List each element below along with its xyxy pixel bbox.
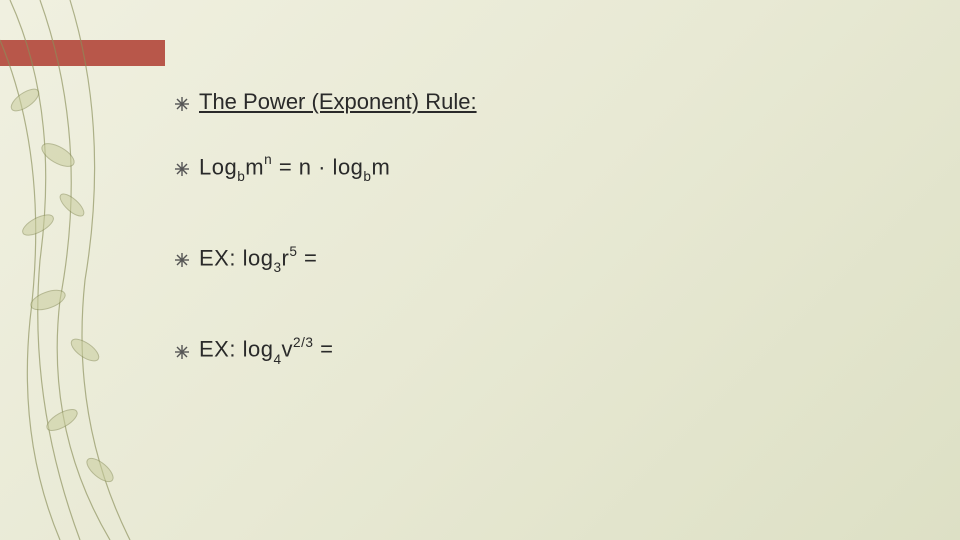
rule-m2: m: [372, 154, 391, 179]
ex1-label: EX: log: [199, 245, 273, 270]
ex1-text: EX: log3r5 =: [199, 244, 317, 275]
rule-sub-b2: b: [363, 169, 371, 184]
ex2-label: EX: log: [199, 337, 273, 362]
rule-prefix: Log: [199, 154, 237, 179]
slide-content: The Power (Exponent) Rule: Logbmn = n · …: [175, 88, 477, 403]
title-text: The Power (Exponent) Rule:: [199, 88, 477, 117]
ex1-sub: 3: [273, 260, 281, 275]
rule-line: Logbmn = n · logbm: [175, 153, 477, 184]
ex2-tail: =: [313, 337, 333, 362]
rule-m: m: [245, 154, 264, 179]
bullet-icon: [175, 345, 189, 359]
title-line: The Power (Exponent) Rule:: [175, 88, 477, 117]
ex1-tail: =: [297, 245, 317, 270]
ex2-sub: 4: [273, 352, 281, 367]
example-2-line: EX: log4v2/3 =: [175, 335, 477, 366]
leaf-decoration: [0, 0, 200, 540]
ex2-var: v: [282, 337, 294, 362]
bullet-icon: [175, 97, 189, 111]
ex1-sup: 5: [289, 244, 297, 259]
rule-eq: = n · log: [272, 154, 363, 179]
rule-text: Logbmn = n · logbm: [199, 153, 390, 184]
rule-sub-b: b: [237, 169, 245, 184]
example-1-line: EX: log3r5 =: [175, 244, 477, 275]
ex2-sup: 2/3: [293, 335, 313, 350]
bullet-icon: [175, 253, 189, 267]
accent-bar: [0, 40, 165, 66]
ex2-text: EX: log4v2/3 =: [199, 335, 333, 366]
bullet-icon: [175, 162, 189, 176]
rule-sup-n: n: [264, 152, 272, 167]
